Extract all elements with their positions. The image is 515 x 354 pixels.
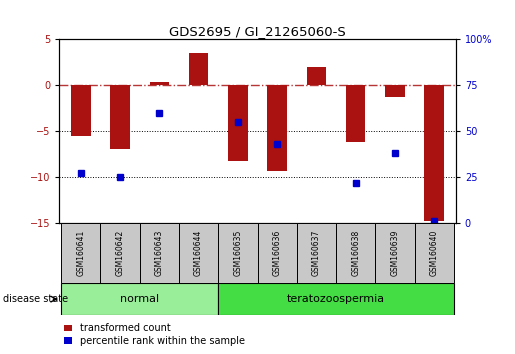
Bar <box>415 223 454 283</box>
Bar <box>346 85 366 142</box>
Text: normal: normal <box>120 294 159 304</box>
Bar <box>218 283 454 315</box>
Text: disease state: disease state <box>3 294 67 304</box>
Bar <box>385 85 405 97</box>
Bar <box>375 223 415 283</box>
Bar <box>140 223 179 283</box>
Text: teratozoospermia: teratozoospermia <box>287 294 385 304</box>
Bar <box>336 223 375 283</box>
Bar <box>61 283 218 315</box>
Text: GSM160635: GSM160635 <box>233 230 243 276</box>
Bar <box>61 223 100 283</box>
Bar <box>258 223 297 283</box>
Bar <box>179 223 218 283</box>
Text: GSM160641: GSM160641 <box>76 230 85 276</box>
Text: GSM160644: GSM160644 <box>194 230 203 276</box>
Bar <box>218 223 258 283</box>
Title: GDS2695 / GI_21265060-S: GDS2695 / GI_21265060-S <box>169 25 346 38</box>
Bar <box>189 53 209 85</box>
Bar <box>297 223 336 283</box>
Bar <box>306 67 326 85</box>
Text: GSM160637: GSM160637 <box>312 230 321 276</box>
Bar <box>149 82 169 85</box>
Legend: transformed count, percentile rank within the sample: transformed count, percentile rank withi… <box>64 324 245 346</box>
Text: GSM160638: GSM160638 <box>351 230 360 276</box>
Text: GSM160640: GSM160640 <box>430 230 439 276</box>
Bar <box>100 223 140 283</box>
Bar <box>228 85 248 161</box>
Bar <box>424 85 444 221</box>
Text: GSM160642: GSM160642 <box>115 230 125 276</box>
Text: GSM160636: GSM160636 <box>272 230 282 276</box>
Bar <box>267 85 287 171</box>
Text: GSM160639: GSM160639 <box>390 230 400 276</box>
Text: GSM160643: GSM160643 <box>155 230 164 276</box>
Bar <box>71 85 91 136</box>
Bar <box>110 85 130 149</box>
